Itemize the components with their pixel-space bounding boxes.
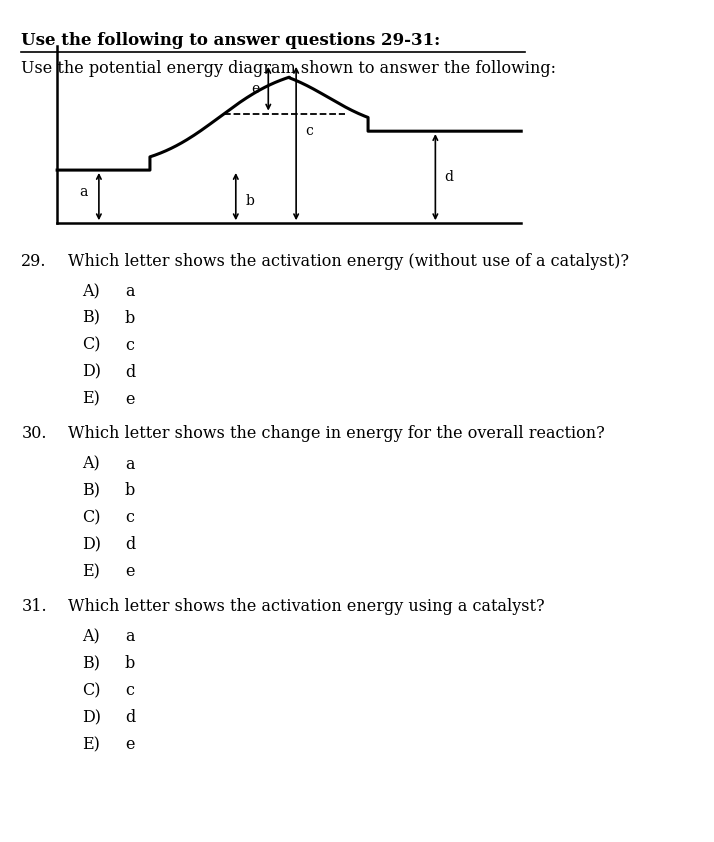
- Text: B): B): [82, 482, 100, 499]
- Text: E): E): [82, 563, 100, 580]
- Text: B): B): [82, 655, 100, 672]
- Text: a: a: [79, 185, 87, 200]
- Text: A): A): [82, 628, 100, 645]
- Text: C): C): [82, 509, 101, 526]
- Text: c: c: [125, 337, 134, 354]
- Text: D): D): [82, 364, 101, 381]
- Text: Which letter shows the change in energy for the overall reaction?: Which letter shows the change in energy …: [68, 425, 605, 442]
- Text: Use the following to answer questions 29-31:: Use the following to answer questions 29…: [21, 32, 441, 49]
- Text: 31.: 31.: [21, 598, 47, 615]
- Text: 30.: 30.: [21, 425, 47, 442]
- Text: C): C): [82, 682, 101, 699]
- Text: B): B): [82, 310, 100, 327]
- Text: Use the potential energy diagram shown to answer the following:: Use the potential energy diagram shown t…: [21, 60, 556, 77]
- Text: a: a: [125, 283, 134, 300]
- Text: E): E): [82, 736, 100, 753]
- Text: b: b: [125, 655, 135, 672]
- Text: b: b: [125, 482, 135, 499]
- Text: Which letter shows the activation energy using a catalyst?: Which letter shows the activation energy…: [68, 598, 545, 615]
- Text: a: a: [125, 456, 134, 472]
- Text: d: d: [445, 170, 453, 184]
- Text: 29.: 29.: [21, 253, 47, 269]
- Text: e: e: [251, 82, 259, 96]
- Text: d: d: [125, 709, 135, 726]
- Text: b: b: [245, 194, 254, 208]
- Text: A): A): [82, 283, 100, 300]
- Text: a: a: [125, 628, 134, 645]
- Text: A): A): [82, 456, 100, 472]
- Text: Which letter shows the activation energy (without use of a catalyst)?: Which letter shows the activation energy…: [68, 253, 629, 269]
- Text: c: c: [125, 509, 134, 526]
- Text: d: d: [125, 536, 135, 553]
- Text: e: e: [125, 391, 134, 408]
- Text: b: b: [125, 310, 135, 327]
- Text: e: e: [125, 563, 134, 580]
- Text: c: c: [306, 124, 313, 138]
- Text: d: d: [125, 364, 135, 381]
- Text: E): E): [82, 391, 100, 408]
- Text: e: e: [125, 736, 134, 753]
- Text: D): D): [82, 709, 101, 726]
- Text: D): D): [82, 536, 101, 553]
- Text: C): C): [82, 337, 101, 354]
- Text: c: c: [125, 682, 134, 699]
